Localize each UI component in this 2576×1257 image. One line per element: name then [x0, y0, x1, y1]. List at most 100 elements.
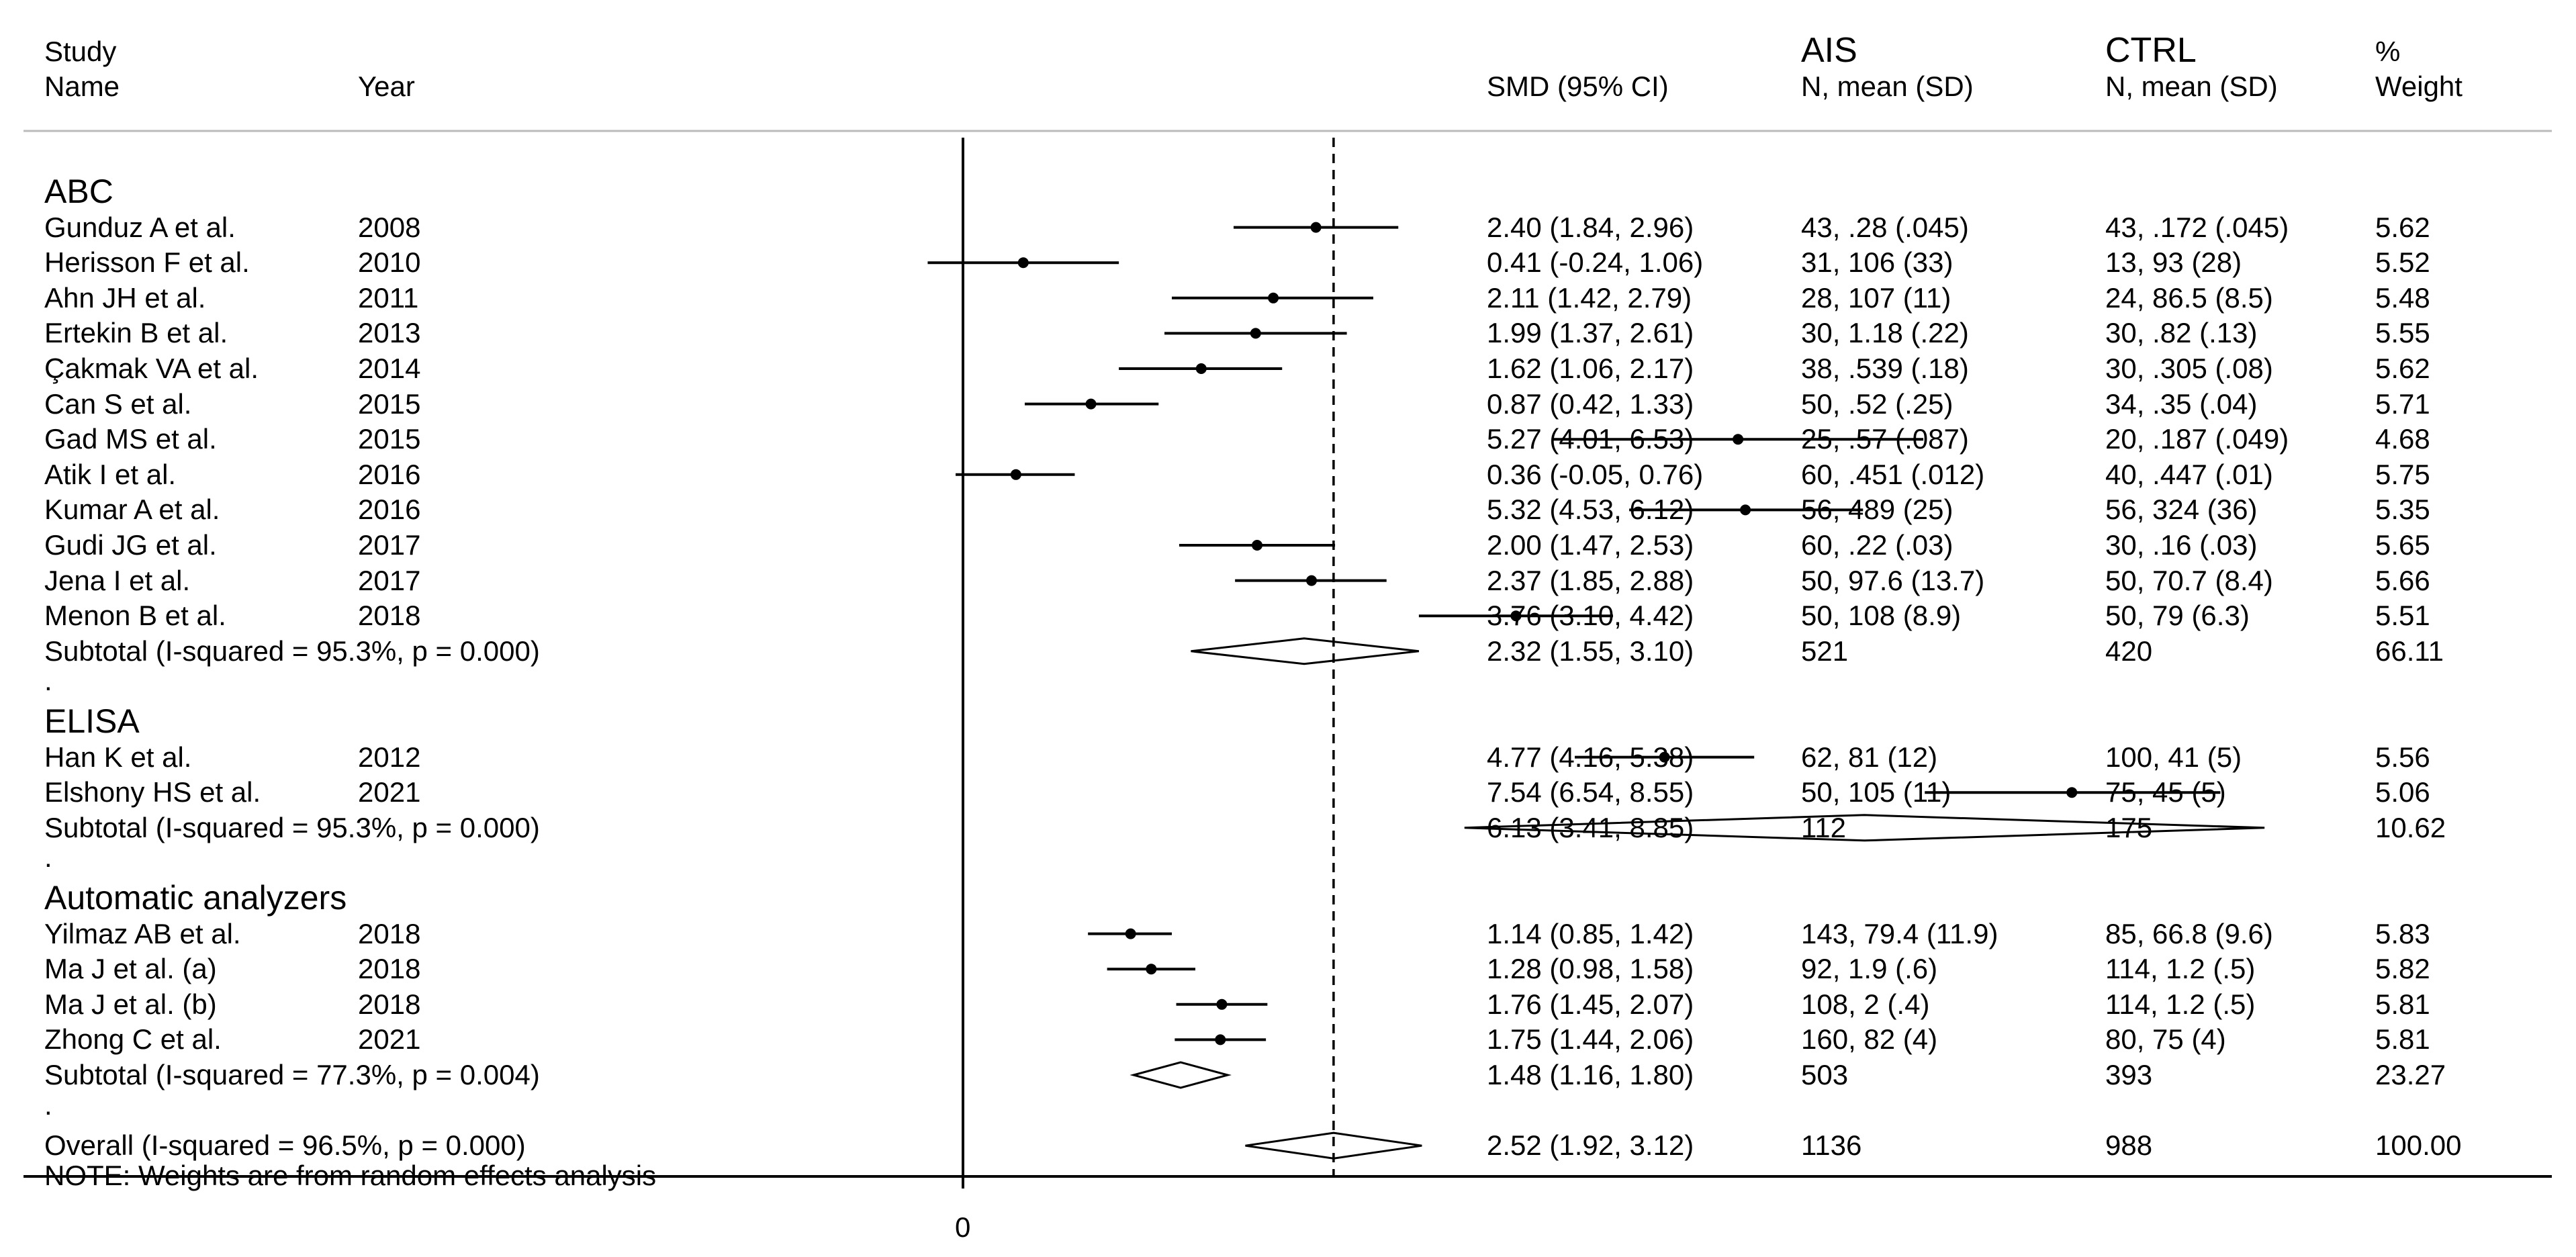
study-ais: 43, .28 (.045) — [1801, 211, 1969, 243]
study-year: 2014 — [358, 353, 421, 384]
study-point — [1733, 434, 1744, 445]
group-label: ABC — [44, 173, 113, 210]
study-ci: 2.11 (1.42, 2.79) — [1487, 281, 1692, 314]
study-name: Zhong C et al. — [44, 1023, 222, 1056]
study-name: Han K et al. — [44, 741, 192, 773]
study-name: Ertekin B et al. — [44, 317, 228, 349]
study-ctrl: 75, 45 (5) — [2105, 776, 2226, 808]
study-weight: 5.55 — [2375, 317, 2430, 349]
study-point — [1125, 928, 1136, 939]
study-weight: 5.62 — [2375, 353, 2430, 384]
header-weight-pct: % — [2375, 36, 2401, 67]
study-point — [1310, 222, 1322, 233]
study-weight: 5.81 — [2375, 988, 2430, 1020]
subtotal-weight: 10.62 — [2375, 811, 2446, 843]
study-weight: 5.82 — [2375, 953, 2430, 985]
study-name: Elshony HS et al. — [44, 776, 261, 808]
subtotal-ais: 112 — [1801, 811, 1846, 843]
study-ctrl: 34, .35 (.04) — [2105, 387, 2258, 420]
study-ci: 1.99 (1.37, 2.61) — [1487, 317, 1694, 349]
header-ais-sub: N, mean (SD) — [1801, 71, 1974, 102]
study-year: 2013 — [358, 317, 421, 349]
separator-dot: . — [44, 1088, 52, 1121]
study-name: Ma J et al. (b) — [44, 988, 217, 1020]
header-weight: Weight — [2375, 71, 2463, 102]
study-ci: 1.76 (1.45, 2.07) — [1487, 988, 1694, 1020]
subtotal-diamond — [1130, 1061, 1232, 1089]
study-ais: 25, .57 (.087) — [1801, 423, 1969, 455]
study-ctrl: 100, 41 (5) — [2105, 741, 2242, 773]
study-weight: 5.52 — [2375, 246, 2430, 279]
subtotal-ci: 1.48 (1.16, 1.80) — [1487, 1059, 1694, 1090]
study-weight: 5.81 — [2375, 1023, 2430, 1056]
study-name: Kumar A et al. — [44, 494, 220, 526]
study-weight: 5.75 — [2375, 458, 2430, 490]
study-ais: 38, .539 (.18) — [1801, 353, 1969, 384]
subtotal-ci: 2.32 (1.55, 3.10) — [1487, 635, 1694, 667]
study-ais: 31, 106 (33) — [1801, 246, 1953, 279]
study-ais: 160, 82 (4) — [1801, 1023, 1938, 1056]
study-year: 2021 — [358, 1023, 421, 1056]
study-ci: 2.00 (1.47, 2.53) — [1487, 529, 1694, 561]
study-ais: 50, 108 (8.9) — [1801, 600, 1962, 632]
study-point — [1215, 1034, 1226, 1045]
study-weight: 5.71 — [2375, 387, 2430, 420]
subtotal-ctrl: 393 — [2105, 1059, 2153, 1090]
study-name: Gad MS et al. — [44, 423, 217, 455]
subtotal-diamond — [1191, 637, 1420, 665]
separator-dot: . — [44, 665, 52, 697]
study-name: Jena I et al. — [44, 564, 191, 596]
subtotal-diamond — [1464, 814, 2265, 842]
study-ci: 0.87 (0.42, 1.33) — [1487, 387, 1694, 420]
study-ctrl: 114, 1.2 (.5) — [2105, 953, 2256, 985]
study-weight: 5.48 — [2375, 281, 2430, 314]
header-study: Study — [44, 36, 117, 67]
study-name: Gudi JG et al. — [44, 529, 217, 561]
study-year: 2017 — [358, 564, 421, 596]
study-ctrl: 20, .187 (.049) — [2105, 423, 2289, 455]
study-year: 2021 — [358, 776, 421, 808]
study-ctrl: 50, 70.7 (8.4) — [2105, 564, 2273, 596]
overall-weight: 100.00 — [2375, 1129, 2462, 1162]
study-point — [1010, 469, 1021, 480]
study-year: 2015 — [358, 423, 421, 455]
study-weight: 5.06 — [2375, 776, 2430, 808]
study-weight: 5.65 — [2375, 529, 2430, 561]
study-ais: 30, 1.18 (.22) — [1801, 317, 1969, 349]
subtotal-label: Subtotal (I-squared = 77.3%, p = 0.004) — [44, 1059, 540, 1090]
study-point — [1306, 575, 1318, 586]
study-year: 2018 — [358, 600, 421, 632]
study-name: Ahn JH et al. — [44, 281, 206, 314]
study-year: 2011 — [358, 281, 419, 314]
study-name: Herisson F et al. — [44, 246, 250, 279]
study-point — [1146, 964, 1157, 975]
study-name: Can S et al. — [44, 387, 192, 420]
study-ctrl: 13, 93 (28) — [2105, 246, 2242, 279]
study-year: 2018 — [358, 917, 421, 949]
study-year: 2012 — [358, 741, 421, 773]
study-ctrl: 50, 79 (6.3) — [2105, 600, 2250, 632]
header-ctrl-sub: N, mean (SD) — [2105, 71, 2278, 102]
study-weight: 5.83 — [2375, 917, 2430, 949]
study-ci: 1.28 (0.98, 1.58) — [1487, 953, 1694, 985]
study-year: 2017 — [358, 529, 421, 561]
group-label: Automatic analyzers — [44, 879, 347, 917]
study-ci: 5.27 (4.01, 6.53) — [1487, 423, 1694, 455]
study-ctrl: 114, 1.2 (.5) — [2105, 988, 2256, 1020]
study-point — [1268, 292, 1279, 304]
study-year: 2008 — [358, 211, 421, 243]
study-name: Menon B et al. — [44, 600, 226, 632]
study-weight: 5.66 — [2375, 564, 2430, 596]
study-weight: 4.68 — [2375, 423, 2430, 455]
study-ci: 5.32 (4.53, 6.12) — [1487, 494, 1694, 526]
study-point — [1195, 363, 1207, 374]
study-name: Yilmaz AB et al. — [44, 917, 241, 949]
study-ci: 3.76 (3.10, 4.42) — [1487, 600, 1694, 632]
x-axis-tick-label: 0 — [955, 1211, 971, 1243]
overall-ci: 2.52 (1.92, 3.12) — [1487, 1129, 1694, 1162]
study-ais: 50, .52 (.25) — [1801, 387, 1953, 420]
subtotal-ais: 503 — [1801, 1059, 1849, 1090]
subtotal-label: Subtotal (I-squared = 95.3%, p = 0.000) — [44, 635, 540, 667]
overall-label: Overall (I-squared = 96.5%, p = 0.000) — [44, 1129, 526, 1162]
study-year: 2018 — [358, 988, 421, 1020]
